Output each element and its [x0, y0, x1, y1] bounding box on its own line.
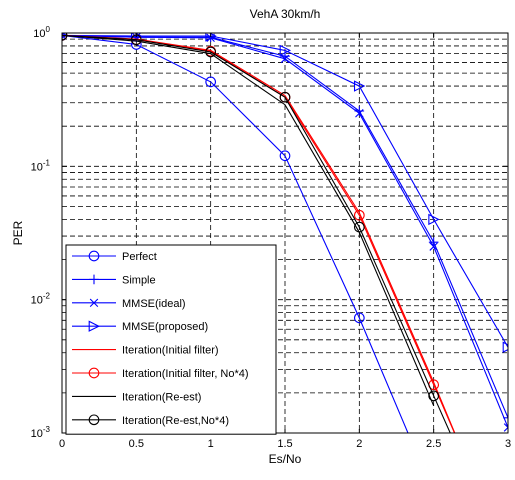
- legend: Perfect Simple MMSE(ideal) MMSE(proposed) It…: [65, 244, 277, 435]
- data-point: [280, 54, 290, 64]
- series: [62, 34, 456, 433]
- y-tick-label: 100: [33, 25, 50, 40]
- data-point: [503, 413, 508, 423]
- x-tick-label: 0.5: [129, 438, 144, 450]
- legend-entry: Iteration(Initial filter): [72, 345, 219, 357]
- ticks: 0 0.5 1 1.5 2 2.5 3 100 10-1 10-2 10-3: [31, 25, 511, 450]
- series-line: [62, 34, 451, 433]
- y-tick-label: 10-3: [31, 425, 51, 440]
- data-point: [88, 250, 100, 262]
- y-tick-label: 10-1: [31, 158, 51, 173]
- data-point: [502, 341, 508, 353]
- legend-entry: MMSE(proposed): [72, 320, 208, 333]
- series-line: [62, 34, 435, 407]
- legend-entry: Simple: [72, 274, 156, 286]
- legend-label: Simple: [122, 274, 156, 286]
- x-tick-label: 2: [356, 438, 362, 450]
- x-axis-label: Es/No: [269, 452, 302, 466]
- data-point: [88, 320, 101, 332]
- data-point: [88, 367, 100, 379]
- data-point: [353, 312, 365, 324]
- data-point: [279, 91, 291, 103]
- series-line: [62, 34, 409, 433]
- legend-entry: Iteration(Re-est): [72, 391, 201, 403]
- data-point: [428, 213, 440, 226]
- x-tick-label: 1.5: [277, 438, 292, 450]
- data-point: [428, 390, 440, 402]
- chart-title: VehA 30km/h: [250, 7, 321, 21]
- legend-label: MMSE(proposed): [122, 321, 208, 333]
- series-line: [62, 34, 456, 433]
- y-axis-label: PER: [11, 220, 25, 245]
- series: [62, 33, 451, 433]
- legend-entry: Iteration(Re-est,No*4): [72, 414, 229, 427]
- data-point: [62, 33, 67, 40]
- data-point: [353, 209, 365, 221]
- data-point: [279, 150, 291, 162]
- data-point: [428, 237, 439, 247]
- x-tick-label: 1: [208, 438, 214, 450]
- x-tick-label: 0: [59, 438, 65, 450]
- series: [62, 33, 409, 433]
- series: [62, 34, 435, 407]
- data-point: [355, 109, 364, 118]
- data-point: [89, 274, 99, 285]
- legend-box: [65, 244, 277, 435]
- legend-entry: MMSE(ideal): [72, 298, 186, 310]
- legend-label: Iteration(Re-est): [122, 391, 201, 403]
- legend-label: Perfect: [122, 251, 157, 263]
- x-tick-label: 3: [505, 438, 511, 450]
- data-point: [205, 46, 217, 58]
- legend-label: Iteration(Initial filter, No*4): [122, 368, 249, 380]
- data-point: [429, 242, 438, 251]
- legend-entry: Perfect: [72, 250, 157, 263]
- data-point: [353, 80, 366, 92]
- y-tick-label: 10-2: [31, 292, 51, 307]
- data-point: [89, 298, 99, 308]
- data-point: [353, 221, 365, 233]
- data-point: [88, 414, 100, 426]
- data-point: [279, 44, 292, 57]
- x-tick-label: 2.5: [426, 438, 441, 450]
- data-point: [205, 76, 217, 88]
- legend-label: Iteration(Re-est,No*4): [122, 415, 229, 427]
- legend-entry: Iteration(Initial filter, No*4): [72, 367, 249, 380]
- data-point: [503, 423, 508, 432]
- legend-label: MMSE(ideal): [122, 298, 186, 310]
- legend-label: Iteration(Initial filter): [122, 345, 219, 357]
